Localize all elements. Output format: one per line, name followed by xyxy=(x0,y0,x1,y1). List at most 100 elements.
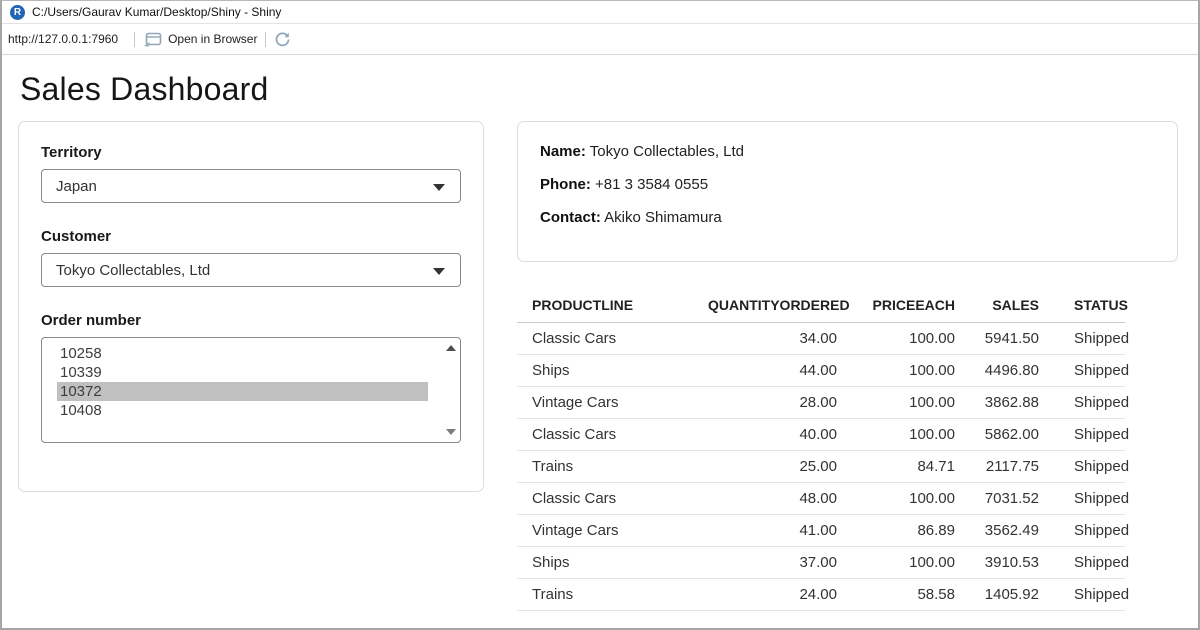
table-cell: Classic Cars xyxy=(517,322,700,355)
column-header: PRODUCTLINE xyxy=(517,290,700,323)
open-in-browser-button[interactable]: Open in Browser xyxy=(143,32,257,47)
customer-contact-line: Contact: Akiko Shimamura xyxy=(540,208,1155,228)
order-number-options: 10258 10339 10372 10408 xyxy=(42,344,460,420)
table-cell: Trains xyxy=(517,578,700,611)
table-cell: Shipped xyxy=(1047,354,1129,387)
table-cell: 5941.50 xyxy=(963,322,1047,355)
table-cell: 5862.00 xyxy=(963,418,1047,451)
table-row: Trains 25.00 84.71 2117.75 Shipped xyxy=(517,450,1129,483)
r-logo-icon: R xyxy=(10,4,25,20)
details-column: Name: Tokyo Collectables, Ltd Phone: +81… xyxy=(517,121,1178,611)
titlebar: R C:/Users/Gaurav Kumar/Desktop/Shiny - … xyxy=(2,1,1198,24)
customer-phone-line: Phone: +81 3 3584 0555 xyxy=(540,175,1155,195)
table-row: Classic Cars 34.00 100.00 5941.50 Shipped xyxy=(517,322,1129,355)
page-title: Sales Dashboard xyxy=(20,71,269,107)
order-number-option[interactable]: 10408 xyxy=(60,402,102,419)
territory-value: Japan xyxy=(56,177,97,195)
scroll-down-icon[interactable] xyxy=(446,429,456,435)
phone-value: +81 3 3584 0555 xyxy=(595,176,709,193)
open-in-browser-icon xyxy=(143,32,162,47)
table-cell: 84.71 xyxy=(845,450,963,483)
table-cell: Shipped xyxy=(1047,386,1129,419)
table-cell: 25.00 xyxy=(700,450,845,483)
table-cell: 100.00 xyxy=(845,322,963,355)
customer-name-line: Name: Tokyo Collectables, Ltd xyxy=(540,142,1155,162)
order-number-option[interactable]: 10372 xyxy=(57,382,428,401)
refresh-icon[interactable] xyxy=(274,31,291,48)
table-cell: 28.00 xyxy=(700,386,845,419)
table-cell: 44.00 xyxy=(700,354,845,387)
table-cell: Shipped xyxy=(1047,514,1129,547)
table-cell: 37.00 xyxy=(700,546,845,579)
table-cell: 48.00 xyxy=(700,482,845,515)
table-row: Ships 37.00 100.00 3910.53 Shipped xyxy=(517,546,1129,579)
table-cell: 3562.49 xyxy=(963,514,1047,547)
table-row: Trains 24.00 58.58 1405.92 Shipped xyxy=(517,578,1129,611)
table-row: Vintage Cars 41.00 86.89 3562.49 Shipped xyxy=(517,514,1129,547)
table-cell: Shipped xyxy=(1047,322,1129,355)
contact-label: Contact: xyxy=(540,209,601,226)
name-label: Name: xyxy=(540,143,586,160)
table-cell: Shipped xyxy=(1047,578,1129,611)
table-row: Classic Cars 48.00 100.00 7031.52 Shipped xyxy=(517,482,1129,515)
toolbar-separator xyxy=(134,31,136,47)
column-header: QUANTITYORDERED xyxy=(700,290,850,323)
table-cell: 100.00 xyxy=(845,354,963,387)
table-cell: 34.00 xyxy=(700,322,845,355)
table-cell: Shipped xyxy=(1047,450,1129,483)
customer-select[interactable]: Tokyo Collectables, Ltd xyxy=(41,253,461,287)
orders-table-body: Classic Cars 34.00 100.00 5941.50 Shipped Shi… xyxy=(517,322,1129,611)
order-number-option[interactable]: 10258 xyxy=(60,345,102,362)
scroll-up-icon[interactable] xyxy=(446,345,456,351)
table-cell: 7031.52 xyxy=(963,482,1047,515)
contact-value: Akiko Shimamura xyxy=(604,209,722,226)
customer-value: Tokyo Collectables, Ltd xyxy=(56,261,211,279)
table-cell: 41.00 xyxy=(700,514,845,547)
table-cell: 40.00 xyxy=(700,418,845,451)
table-cell: 86.89 xyxy=(845,514,963,547)
app-url: http://127.0.0.1:7960 xyxy=(8,32,119,46)
table-cell: Shipped xyxy=(1047,546,1129,579)
table-cell: 58.58 xyxy=(845,578,963,611)
orders-table: PRODUCTLINE QUANTITYORDERED PRICEEACH SALES… xyxy=(517,290,1129,611)
table-cell: 100.00 xyxy=(845,386,963,419)
table-cell: 100.00 xyxy=(845,546,963,579)
table-cell: Vintage Cars xyxy=(517,514,700,547)
territory-select[interactable]: Japan xyxy=(41,169,461,203)
name-value: Tokyo Collectables, Ltd xyxy=(589,143,745,160)
table-cell: 4496.80 xyxy=(963,354,1047,387)
table-cell: 100.00 xyxy=(845,418,963,451)
table-row: Vintage Cars 28.00 100.00 3862.88 Shipped xyxy=(517,386,1129,419)
customer-label: Customer xyxy=(41,228,112,245)
table-cell: Classic Cars xyxy=(517,418,700,451)
table-cell: 2117.75 xyxy=(963,450,1047,483)
toolbar: http://127.0.0.1:7960 Open in Browser xyxy=(2,24,1198,55)
filter-panel: Territory Japan Customer Tokyo Collectab… xyxy=(18,121,484,492)
table-cell: 3862.88 xyxy=(963,386,1047,419)
table-cell: Ships xyxy=(517,546,700,579)
table-cell: 24.00 xyxy=(700,578,845,611)
territory-label: Territory xyxy=(41,144,102,161)
window-title: C:/Users/Gaurav Kumar/Desktop/Shiny - Sh… xyxy=(32,5,282,19)
chevron-down-icon xyxy=(433,184,445,191)
order-number-option[interactable]: 10339 xyxy=(60,364,102,381)
table-cell: Shipped xyxy=(1047,418,1129,451)
chevron-down-icon xyxy=(433,268,445,275)
table-cell: Ships xyxy=(517,354,700,387)
toolbar-separator xyxy=(265,31,267,47)
table-cell: 1405.92 xyxy=(963,578,1047,611)
table-row: Ships 44.00 100.00 4496.80 Shipped xyxy=(517,354,1129,387)
order-number-listbox[interactable]: 10258 10339 10372 10408 xyxy=(41,337,461,443)
listbox-scrollbar[interactable] xyxy=(445,340,457,440)
table-row: Classic Cars 40.00 100.00 5862.00 Shipped xyxy=(517,418,1129,451)
table-cell: Trains xyxy=(517,450,700,483)
table-cell: Vintage Cars xyxy=(517,386,700,419)
column-header: STATUS xyxy=(1047,290,1128,323)
column-header: PRICEEACH xyxy=(845,290,963,323)
phone-label: Phone: xyxy=(540,176,591,193)
order-number-label: Order number xyxy=(41,312,142,329)
table-cell: 100.00 xyxy=(845,482,963,515)
table-cell: 3910.53 xyxy=(963,546,1047,579)
column-header: SALES xyxy=(963,290,1047,323)
